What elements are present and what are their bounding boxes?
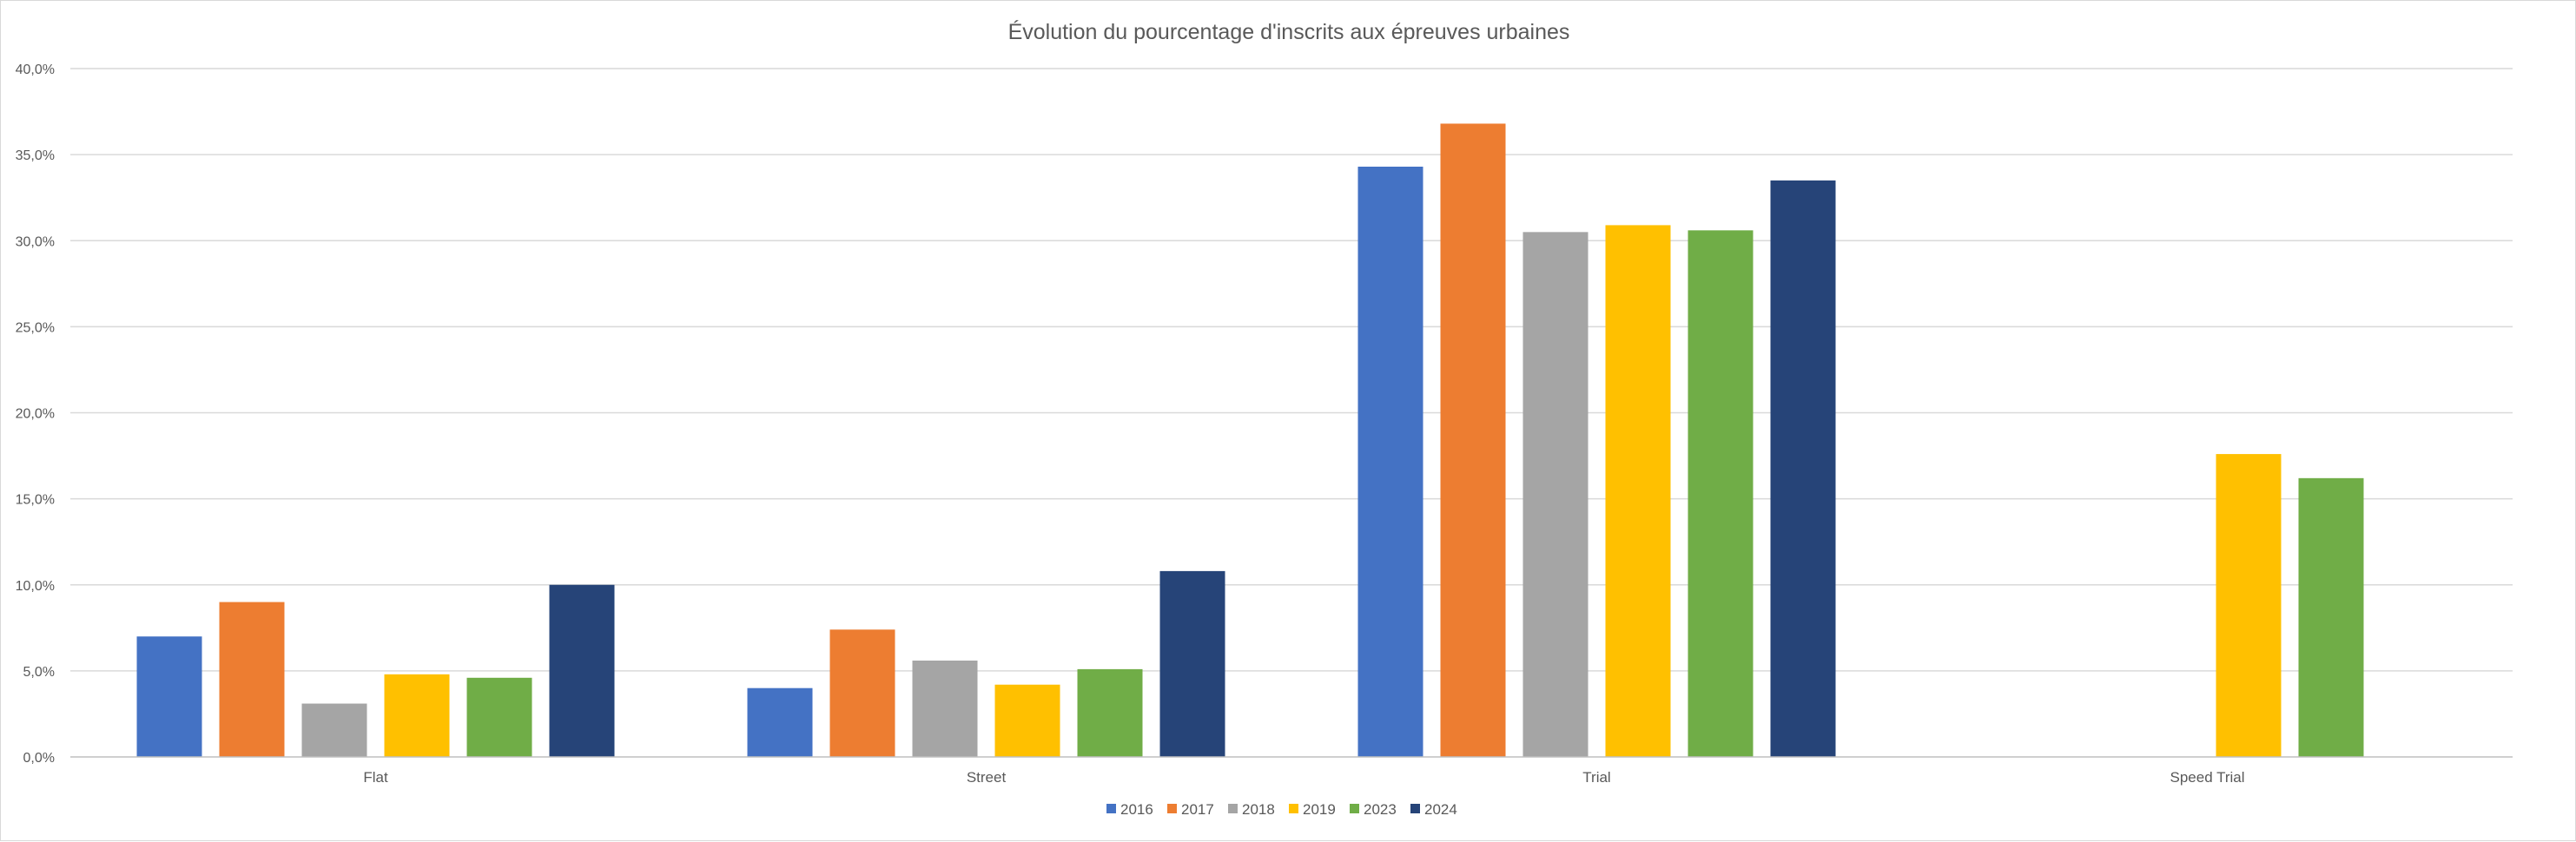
- legend-swatch: [1228, 804, 1238, 813]
- x-category-label: Street: [967, 769, 1007, 786]
- bar-2017-flat: [219, 602, 285, 757]
- y-tick-label: 25,0%: [16, 320, 55, 335]
- legend-label: 2024: [1424, 801, 1457, 818]
- bar-2017-street: [829, 629, 895, 757]
- bar-2023-street: [1077, 668, 1143, 757]
- y-tick-label: 35,0%: [16, 148, 55, 163]
- bar-2023-trial: [1688, 230, 1754, 758]
- bar-2018-street: [912, 660, 978, 757]
- legend-swatch: [1106, 804, 1116, 813]
- gridlines: [70, 68, 2513, 672]
- legend-label: 2023: [1364, 801, 1397, 818]
- legend-swatch: [1289, 804, 1298, 813]
- bar-2024-street: [1159, 570, 1225, 757]
- bar-2019-flat: [384, 674, 450, 757]
- y-axis-tick-labels: 0,0% 5,0% 10,0% 15,0% 20,0% 25,0% 30,0% 35,0% 40…: [16, 62, 55, 766]
- y-tick-label: 5,0%: [23, 665, 55, 680]
- bars: [136, 123, 2364, 758]
- y-tick-label: 10,0%: [16, 579, 55, 594]
- x-category-label: Speed Trial: [2170, 769, 2245, 786]
- bar-2016-street: [747, 687, 813, 757]
- legend-item-2016: 2016: [1106, 801, 1153, 818]
- bar-2017-trial: [1440, 123, 1506, 757]
- y-tick-label: 15,0%: [16, 493, 55, 508]
- legend-item-2017: 2017: [1167, 801, 1214, 818]
- legend-item-2023: 2023: [1350, 801, 1397, 818]
- bar-2024-flat: [549, 584, 615, 757]
- y-tick-label: 40,0%: [16, 62, 55, 77]
- bar-2016-flat: [136, 636, 202, 757]
- bar-2016-trial: [1357, 167, 1423, 757]
- x-category-label: Trial: [1582, 769, 1610, 786]
- legend-item-2018: 2018: [1228, 801, 1275, 818]
- bar-2018-flat: [301, 703, 367, 757]
- bar-2023-flat: [466, 677, 532, 757]
- y-tick-label: 0,0%: [23, 751, 55, 766]
- legend: 2016 2017 2018 2019 2023 2024: [1106, 801, 1457, 818]
- legend-swatch: [1167, 804, 1177, 813]
- legend-item-2024: 2024: [1410, 801, 1457, 818]
- bar-2023-speed-trial: [2298, 477, 2364, 757]
- bar-2024-trial: [1770, 180, 1836, 758]
- x-axis-category-labels: Flat Street Trial Speed Trial: [363, 769, 2244, 786]
- bar-2019-trial: [1605, 225, 1671, 758]
- legend-swatch: [1350, 804, 1359, 813]
- chart-title: Évolution du pourcentage d'inscrits aux …: [1008, 19, 1570, 44]
- bar-2018-trial: [1522, 232, 1589, 757]
- y-tick-label: 30,0%: [16, 234, 55, 249]
- legend-swatch: [1410, 804, 1420, 813]
- bar-2019-street: [994, 684, 1060, 757]
- y-tick-label: 20,0%: [16, 407, 55, 422]
- x-category-label: Flat: [363, 769, 388, 786]
- legend-label: 2016: [1120, 801, 1153, 818]
- legend-label: 2017: [1181, 801, 1214, 818]
- legend-label: 2018: [1242, 801, 1275, 818]
- legend-item-2019: 2019: [1289, 801, 1336, 818]
- bar-2019-speed-trial: [2216, 454, 2282, 757]
- legend-label: 2019: [1303, 801, 1336, 818]
